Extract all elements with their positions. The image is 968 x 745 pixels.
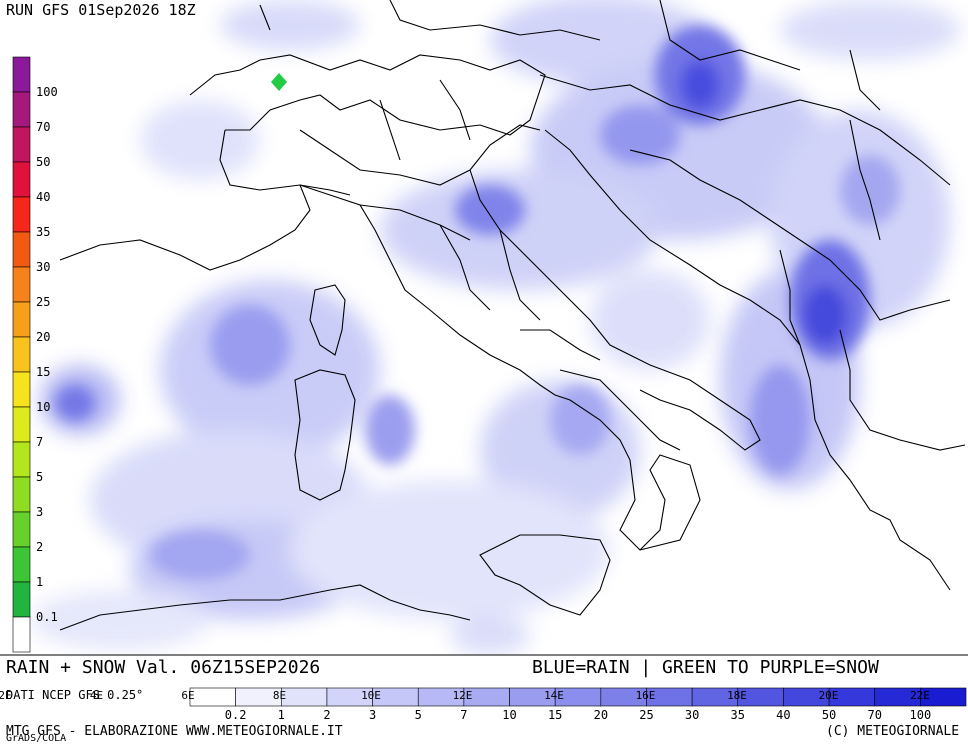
longitude-label: 16E [636,689,656,702]
snow-scale-swatch [12,441,31,478]
rain-scale-label: 100 [910,708,932,722]
snow-scale-label: 5 [36,470,43,484]
snow-color-scale: 100 70 50 40 35 30 25 20 15 10 7 5 3 2 1 0.1 [12,56,58,653]
rain-scale-swatch [920,687,967,707]
rain-scale-label: 10 [502,708,516,722]
longitude-label: 22E [910,689,930,702]
snow-scale-swatch [12,266,31,303]
snow-scale-label: 70 [36,120,50,134]
rain-scale-label: 25 [639,708,653,722]
snow-scale-label: 40 [36,190,50,204]
rain-scale-label: 3 [369,708,376,722]
snow-scale-label: 15 [36,365,50,379]
longitude-label: 6E [181,689,194,702]
rain-scale-swatch [280,687,328,707]
rain-scale-label: 0.2 [225,708,247,722]
rain-scale-label: 30 [685,708,699,722]
snow-scale-swatch [12,511,31,548]
snow-scale-label: 35 [36,225,50,239]
rain-scale-label: 40 [776,708,790,722]
snow-scale-swatch [12,196,31,233]
rain-scale-label: 50 [822,708,836,722]
snow-scale-label: 100 [36,85,58,99]
snow-scale-label: 3 [36,505,43,519]
snow-scale-swatch [12,371,31,408]
snow-scale-label: 30 [36,260,50,274]
rain-scale-label: 70 [867,708,881,722]
rain-scale-swatch [189,687,236,707]
credit-right: (C) METEOGIORNALE [826,724,960,739]
longitude-label: 12E [453,689,473,702]
snow-scale-swatch [12,581,31,618]
snow-scale-swatch [12,336,31,373]
grads-credit: GrADS/COLA [6,733,67,744]
data-source: DATI NCEP GFS 0.25° [6,688,144,702]
snow-scale-label: 10 [36,400,50,414]
snow-scale-label: 0.1 [36,610,58,624]
longitude-label: 14E [544,689,564,702]
snow-scale-label: 25 [36,295,50,309]
longitude-labels: 2E 4E 6E 8E 10E 12E 14E 16E 18E 20E 22E [0,689,930,702]
longitude-label: 4E [90,689,103,702]
rain-scale-label: 7 [460,708,467,722]
coastlines-borders [59,0,966,631]
longitude-label: 2E [0,689,12,702]
snow-scale-swatch [12,406,31,443]
longitude-label: 10E [361,689,381,702]
valid-time-line: RAIN + SNOW Val. 06Z15SEP2026 [6,657,321,678]
rain-scale-label: 15 [548,708,562,722]
rain-scale-label: 20 [594,708,608,722]
snow-scale-label: 2 [36,540,43,554]
snow-marker [271,73,287,91]
snow-scale-swatch [12,231,31,268]
snow-scale-label: 20 [36,330,50,344]
rain-color-scale: 0.2 1 2 3 5 7 10 15 20 25 30 35 40 50 70 100 [189,687,967,722]
snow-scale-swatch [12,546,31,583]
credit-left: MTG GFS - ELABORAZIONE WWW.METEOGIORNALE… [6,724,343,739]
snow-scale-swatch [12,161,31,198]
snow-scale-swatch [12,616,31,653]
longitude-label: 20E [819,689,839,702]
longitude-label: 18E [727,689,747,702]
run-title: RUN GFS 01Sep2026 18Z [6,1,196,19]
legend-note: BLUE=RAIN | GREEN TO PURPLE=SNOW [532,657,879,678]
longitude-label: 8E [273,689,286,702]
snow-scale-swatch [12,91,31,128]
rain-scale-label: 1 [278,708,285,722]
rain-scale-label: 35 [731,708,745,722]
snow-scale-label: 7 [36,435,43,449]
snow-scale-swatch [12,301,31,338]
rain-scale-label: 2 [323,708,330,722]
snow-scale-swatch [12,56,31,93]
snow-scale-label: 50 [36,155,50,169]
rain-field [30,0,960,655]
snow-scale-swatch [12,476,31,513]
snow-scale-label: 1 [36,575,43,589]
rain-scale-label: 5 [415,708,422,722]
snow-scale-swatch [12,126,31,163]
